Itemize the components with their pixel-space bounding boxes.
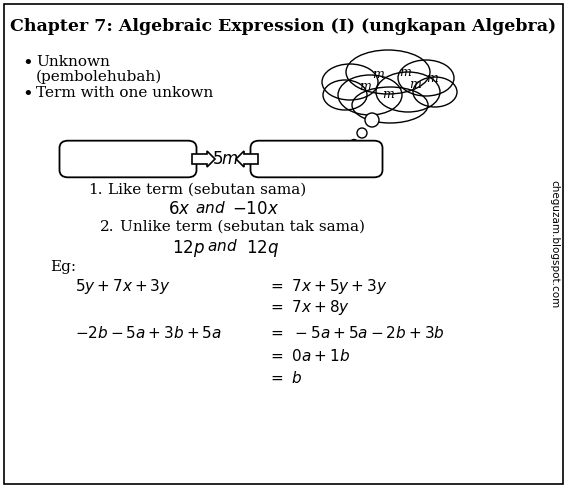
FancyBboxPatch shape <box>60 141 197 177</box>
Ellipse shape <box>322 64 378 100</box>
Text: Like term (sebutan sama): Like term (sebutan sama) <box>108 183 306 197</box>
Text: cheguzam.blogspot.com: cheguzam.blogspot.com <box>549 180 559 308</box>
Text: $-2b-5a+3b+5a$: $-2b-5a+3b+5a$ <box>75 325 222 341</box>
Ellipse shape <box>365 113 379 127</box>
Text: $=\ 7x+8y$: $=\ 7x+8y$ <box>268 298 350 317</box>
Text: $-10x$: $-10x$ <box>232 200 279 218</box>
Text: 2.: 2. <box>100 220 115 234</box>
Text: m: m <box>372 68 384 81</box>
Text: m: m <box>382 88 394 102</box>
Text: •: • <box>22 55 33 73</box>
Text: $12p$: $12p$ <box>172 238 205 259</box>
Text: $5m$: $5m$ <box>211 150 238 168</box>
Text: $12q$: $12q$ <box>246 238 279 259</box>
Text: •: • <box>22 86 33 104</box>
Text: Eg:: Eg: <box>50 260 76 274</box>
Text: $\mathit{and}$: $\mathit{and}$ <box>195 200 226 216</box>
Text: $5y+7x+3y$: $5y+7x+3y$ <box>75 277 171 296</box>
Text: m: m <box>359 81 371 94</box>
Text: $6x$: $6x$ <box>168 200 191 218</box>
Text: Unlike term (sebutan tak sama): Unlike term (sebutan tak sama) <box>120 220 365 234</box>
Text: $\mathit{and}$: $\mathit{and}$ <box>207 238 238 254</box>
Text: 1.: 1. <box>88 183 103 197</box>
Text: Unknown: Unknown <box>280 151 353 165</box>
Text: $=\ 0a+1b$: $=\ 0a+1b$ <box>268 348 350 364</box>
Ellipse shape <box>346 50 430 94</box>
Ellipse shape <box>338 75 402 115</box>
Text: m: m <box>426 72 438 84</box>
FancyBboxPatch shape <box>251 141 383 177</box>
Text: $=\ -5a+5a-2b+3b$: $=\ -5a+5a-2b+3b$ <box>268 325 445 341</box>
Text: Chapter 7: Algebraic Expression (I) (ungkapan Algebra): Chapter 7: Algebraic Expression (I) (ung… <box>10 18 556 35</box>
Ellipse shape <box>350 140 358 146</box>
Text: Term with one unkown: Term with one unkown <box>36 86 213 100</box>
Ellipse shape <box>323 80 367 110</box>
Ellipse shape <box>398 60 454 96</box>
Ellipse shape <box>413 77 457 107</box>
Text: $=\ b$: $=\ b$ <box>268 370 303 386</box>
Text: $=\ 7x+5y+3y$: $=\ 7x+5y+3y$ <box>268 277 387 296</box>
Polygon shape <box>236 151 258 167</box>
Text: m: m <box>409 78 421 90</box>
Text: (pembolehubah): (pembolehubah) <box>36 70 162 84</box>
Polygon shape <box>192 151 215 167</box>
Text: m: m <box>399 66 411 80</box>
Ellipse shape <box>357 128 367 138</box>
Ellipse shape <box>376 72 440 112</box>
Text: Unknown: Unknown <box>36 55 110 69</box>
Ellipse shape <box>352 87 428 123</box>
Text: Coefficient: Coefficient <box>86 151 170 165</box>
